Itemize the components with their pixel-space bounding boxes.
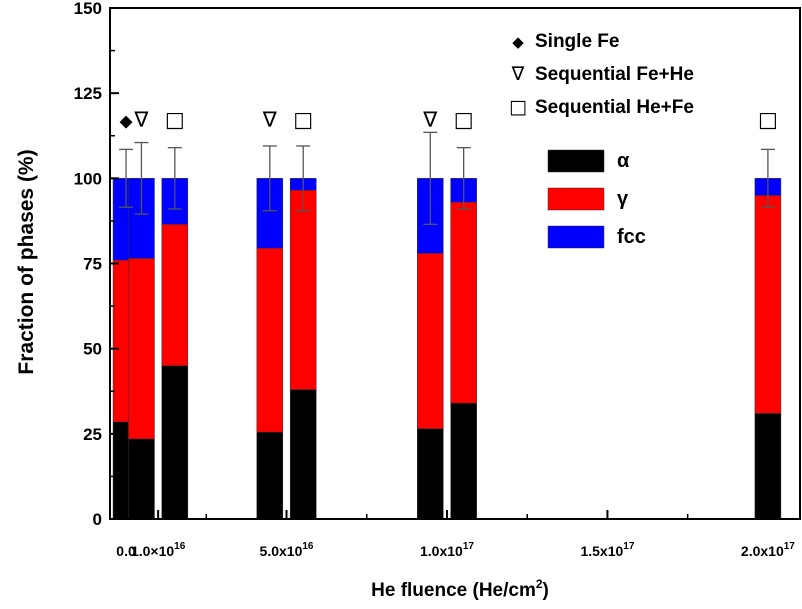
bar-marker-triangle-5: ∇ (422, 108, 438, 132)
x-tick-label-5: 2.0x1017 (741, 541, 795, 559)
bar-segment-alpha-4 (289, 389, 317, 520)
error-bars-layer (119, 131, 775, 225)
error-bar-1 (134, 141, 149, 215)
error-bar-5 (423, 131, 438, 225)
bar-marker-diamond-0: ◆ (120, 112, 134, 132)
x-axis-title-main: He fluence (He/cm (371, 580, 536, 601)
bar-marker-triangle-1: ∇ (133, 108, 149, 132)
y-tick-label-150: 150 (74, 0, 102, 18)
error-bar-4 (296, 145, 311, 212)
marker-legend-label-diamond: Single Fe (535, 31, 619, 52)
bars-layer (112, 178, 782, 520)
x-axis-title-sup: 2 (536, 577, 543, 591)
bar-segment-gamma-1 (128, 258, 155, 440)
x-tick-label-0: 0.0 (116, 543, 136, 559)
error-bar-2 (167, 147, 182, 210)
x-tick-label-2: 5.0x1016 (260, 541, 314, 559)
x-tick-label-4: 1.5x1017 (580, 541, 634, 559)
y-tick-label-100: 100 (74, 169, 102, 188)
bar-marker-square-7: □ (758, 108, 778, 132)
bar-segment-alpha-3 (256, 431, 284, 520)
x-axis: 0.01.0×1016 5.0x1016 1.0x1017 1.5x1017 2.0x1… (116, 510, 795, 559)
y-tick-label-0: 0 (93, 510, 102, 529)
x-axis-title-end: ) (543, 580, 549, 601)
phase-legend: αγ fcc (547, 149, 646, 249)
y-axis: 0 25 50 75 100 125 150 (74, 0, 119, 529)
bar-marker-square-4: □ (293, 108, 313, 132)
bar-segment-alpha-1 (128, 438, 155, 520)
phase-legend-label-1: γ (617, 188, 629, 210)
bar-segment-alpha-2 (161, 365, 189, 520)
marker-legend-symbol-diamond: ◆ (512, 33, 524, 51)
error-bar-0 (119, 148, 134, 208)
x-axis-title: He fluence (He/cm2) (371, 577, 549, 601)
bar-segment-gamma-4 (289, 190, 317, 390)
phase-legend-swatch-1 (547, 187, 605, 211)
marker-legend-label-triangle: Sequential Fe+He (535, 64, 694, 85)
y-tick-label-50: 50 (83, 340, 102, 359)
bar-marker-square-6: □ (454, 108, 474, 132)
bar-segment-gamma-6 (450, 201, 477, 404)
bar-segment-alpha-5 (417, 428, 444, 520)
bar-marker-triangle-3: ∇ (262, 108, 278, 132)
x-tick-label-3: 1.0x1017 (420, 541, 474, 559)
bar-markers-layer: ◆ ∇ □ ∇ □ ∇ □ □ (120, 108, 778, 132)
y-tick-label-25: 25 (83, 425, 102, 444)
bar-segment-alpha-6 (450, 402, 477, 520)
bar-marker-square-2: □ (165, 108, 185, 132)
y-tick-label-75: 75 (83, 255, 102, 274)
marker-legend-symbol-triangle: ∇ (511, 63, 525, 85)
bar-segment-gamma-2 (161, 224, 189, 366)
error-bar-6 (456, 147, 471, 210)
bar-segment-gamma-5 (417, 253, 444, 429)
marker-legend: ◆ Single Fe ∇ Sequential Fe+He □ Sequential H… (509, 31, 694, 118)
error-bar-7 (760, 148, 775, 208)
phase-legend-label-0: α (617, 150, 630, 172)
marker-legend-label-square: Sequential He+Fe (535, 97, 694, 118)
y-tick-label-125: 125 (74, 84, 102, 103)
error-bar-3 (262, 145, 277, 212)
bar-segment-gamma-7 (754, 195, 782, 414)
y-axis-title: Fraction of phases (%) (15, 149, 38, 374)
phase-legend-swatch-0 (547, 149, 605, 173)
marker-legend-symbol-square: □ (509, 96, 527, 118)
phase-legend-label-2: fcc (617, 226, 646, 248)
x-tick-label-1: 1.0×1016 (131, 541, 186, 559)
bar-segment-alpha-7 (754, 413, 782, 520)
bar-segment-gamma-3 (256, 247, 284, 433)
phase-legend-swatch-2 (547, 225, 605, 249)
